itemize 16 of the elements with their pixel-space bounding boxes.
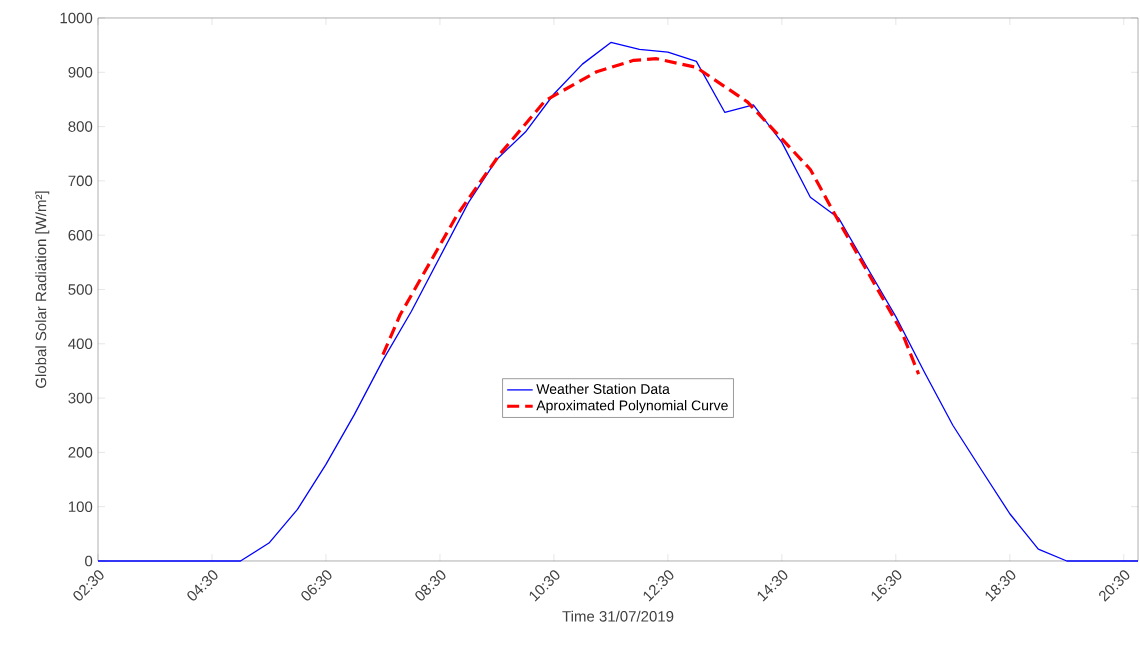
- legend-label: Weather Station Data: [536, 383, 670, 394]
- y-tick-label: 400: [68, 338, 93, 350]
- y-tick-label: 700: [68, 175, 93, 187]
- y-tick-label: 100: [68, 501, 93, 512]
- y-tick-label: 300: [68, 392, 93, 404]
- y-tick-label: 0: [85, 555, 93, 567]
- y-tick-label: 900: [68, 66, 93, 78]
- x-axis-title: Time 31/07/2019: [562, 610, 674, 622]
- y-tick-label: 200: [68, 447, 93, 458]
- line-series: [381, 57, 921, 376]
- y-tick-label: 1000: [60, 12, 93, 24]
- y-tick-label: 600: [68, 229, 93, 241]
- y-axis-title: Global Solar Radiation [W/m²]: [35, 191, 50, 388]
- y-tick-label: 500: [68, 284, 93, 295]
- legend-label: Aproximated Polynomial Curve: [536, 400, 728, 414]
- y-tick-label: 800: [68, 121, 93, 132]
